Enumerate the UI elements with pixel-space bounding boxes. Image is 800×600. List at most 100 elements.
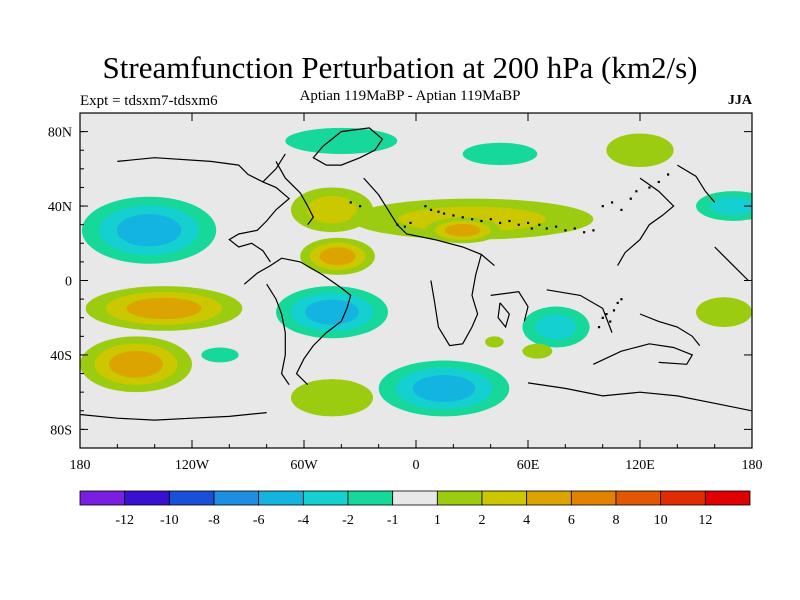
- anomaly-contour: [444, 223, 481, 237]
- colorbar-swatch: [302, 490, 349, 506]
- lat-tick-label: 80S: [50, 423, 72, 438]
- colorbar-swatch: [481, 490, 528, 506]
- island-mark: [424, 205, 427, 208]
- island-mark: [629, 197, 632, 200]
- island-mark: [601, 316, 604, 319]
- island-mark: [583, 231, 586, 234]
- colorbar-label: -1: [387, 513, 399, 528]
- colorbar-label: 4: [523, 513, 530, 528]
- island-mark: [605, 313, 608, 316]
- island-mark: [527, 221, 530, 225]
- colorbar-label: -12: [115, 513, 134, 528]
- colorbar-swatch: [660, 490, 706, 506]
- island-mark: [403, 225, 406, 228]
- lat-tick-label: 0: [65, 275, 72, 290]
- coastline: [312, 127, 384, 166]
- island-mark: [538, 223, 541, 226]
- island-mark: [620, 298, 623, 301]
- island-mark: [564, 229, 567, 232]
- period-label: Aptian 119MaBP - Aptian 119MaBP: [299, 88, 521, 104]
- anomaly-contour: [305, 299, 359, 325]
- colorbar-label: 2: [479, 513, 486, 528]
- coastline: [497, 302, 510, 329]
- island-mark: [601, 205, 604, 208]
- island-mark: [657, 180, 660, 184]
- island-mark: [359, 205, 362, 208]
- lat-tick-label: 40S: [50, 349, 72, 364]
- colorbar-swatch: [79, 490, 126, 506]
- lon-tick-label: 0: [413, 458, 420, 473]
- island-mark: [452, 214, 455, 217]
- colorbar-label: 12: [698, 513, 712, 528]
- experiment-label: Expt = tdsxm7-tdsxm6: [80, 93, 218, 109]
- island-mark: [429, 208, 433, 211]
- island-mark: [471, 218, 474, 221]
- colorbar-swatch: [168, 490, 215, 506]
- coastline: [490, 291, 529, 322]
- anomaly-contour: [412, 375, 476, 402]
- anomaly-contour: [319, 247, 356, 266]
- lon-tick-label: 60E: [517, 458, 540, 473]
- island-mark: [545, 227, 548, 230]
- anomaly-contour: [109, 350, 163, 378]
- anomaly-contour: [290, 379, 374, 417]
- island-mark: [349, 201, 352, 204]
- coastline: [266, 283, 290, 386]
- anomaly-contour: [126, 297, 202, 320]
- lon-tick-label: 180: [70, 458, 91, 473]
- lon-tick-label: 180: [742, 458, 763, 473]
- island-mark: [592, 229, 595, 232]
- coastline: [80, 412, 267, 421]
- lat-tick-label: 80N: [48, 126, 72, 141]
- coastline: [617, 177, 675, 266]
- island-mark: [480, 219, 483, 223]
- island-mark: [409, 221, 412, 225]
- colorbar-swatch: [258, 490, 304, 506]
- colorbar-swatch: [213, 490, 260, 506]
- island-mark: [517, 223, 520, 226]
- colorbar-label: -2: [342, 513, 354, 528]
- colorbar-label: -4: [297, 513, 309, 528]
- island-mark: [573, 227, 576, 230]
- anomaly-contour: [462, 142, 538, 166]
- island-mark: [612, 309, 616, 312]
- anomaly-contour: [201, 347, 239, 363]
- island-mark: [635, 190, 638, 193]
- island-mark: [611, 201, 614, 204]
- colorbar-swatch: [615, 490, 662, 506]
- longitude-axis: 180 120W 60W 0 60E 120E 180: [70, 113, 763, 473]
- lon-tick-label: 120W: [175, 458, 210, 473]
- coastline: [714, 246, 749, 281]
- island-mark: [499, 221, 502, 225]
- island-mark: [616, 301, 619, 305]
- coastlines: [80, 127, 752, 421]
- season-label: JJA: [727, 93, 752, 108]
- anomaly-contour: [535, 314, 577, 340]
- anomaly-contour: [696, 297, 752, 328]
- colorbar-label: 8: [613, 513, 620, 528]
- coastline: [639, 313, 701, 346]
- anomaly-contour: [116, 214, 182, 247]
- coastline: [275, 161, 315, 226]
- island-mark: [437, 210, 440, 213]
- colorbar-label: -10: [160, 513, 179, 528]
- colorbar-label: 1: [434, 513, 441, 528]
- island-mark: [443, 212, 446, 215]
- colorbar-swatch: [347, 490, 394, 506]
- island-mark: [620, 208, 623, 211]
- latitude-axis: 80N 40N 0 40S 80S: [48, 112, 752, 449]
- anomaly-contour: [306, 196, 358, 224]
- coastline: [593, 343, 694, 365]
- colorbar-swatch: [526, 490, 572, 506]
- coastline: [363, 177, 495, 267]
- coastline: [527, 382, 752, 412]
- colorbar-swatch: [124, 490, 170, 506]
- coastline: [546, 289, 613, 333]
- coastline: [676, 164, 716, 203]
- island-mark: [597, 326, 601, 329]
- lon-tick-label: 60W: [290, 458, 318, 473]
- chart-title: Streamfunction Perturbation at 200 hPa (…: [102, 50, 698, 85]
- colorbar-swatch: [570, 490, 617, 506]
- island-mark: [508, 219, 511, 223]
